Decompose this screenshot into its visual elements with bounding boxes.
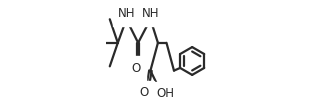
Text: NH: NH (142, 7, 160, 20)
Text: OH: OH (156, 87, 174, 100)
Text: NH: NH (118, 7, 136, 20)
Text: O: O (132, 62, 141, 75)
Text: O: O (140, 86, 149, 99)
